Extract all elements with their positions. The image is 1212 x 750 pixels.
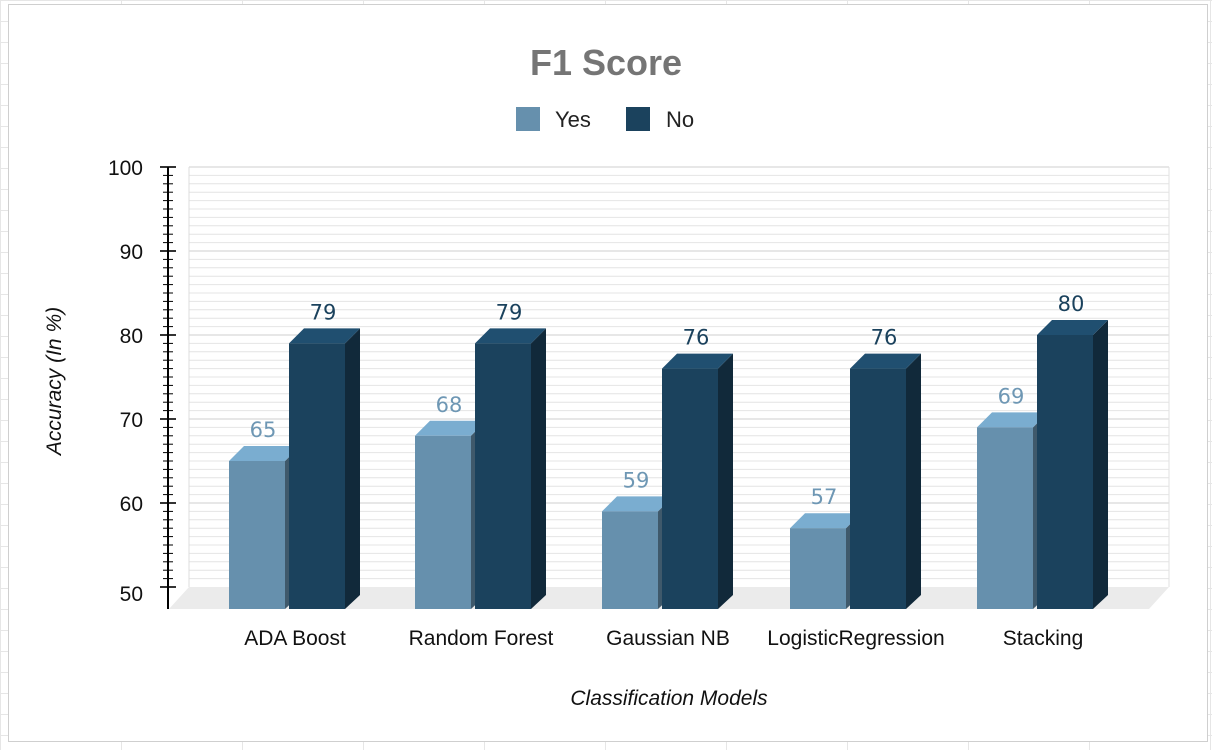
x-axis-title: Classification Models	[570, 687, 768, 710]
bar-no-stacking-side	[1093, 320, 1108, 609]
bar-yes-stacking-top	[977, 412, 1048, 428]
x-tick-label: ADA Boost	[244, 627, 346, 650]
legend-swatch-no	[626, 107, 650, 131]
bar-no-ada-boost-front	[289, 343, 345, 609]
bar-no-random-forest-front	[475, 343, 531, 609]
bar-yes-random-forest-top	[415, 420, 486, 436]
y-tick-label: 90	[120, 241, 143, 264]
y-tick-label: 100	[108, 157, 143, 180]
bar-no-logisticregression-side	[906, 353, 921, 609]
data-label-no-gaussian-nb: 76	[683, 326, 710, 350]
bar-no-random-forest	[475, 328, 546, 609]
legend-swatch-yes	[516, 107, 540, 131]
data-label-no-random-forest: 79	[496, 300, 523, 324]
y-tick-label: 50	[120, 583, 143, 606]
bar-no-ada-boost-top	[289, 328, 360, 344]
bar-yes-gaussian-nb-top	[602, 496, 673, 512]
bar-yes-ada-boost-front	[229, 461, 285, 609]
bar-yes-random-forest-front	[415, 435, 471, 609]
legend: Yes No	[516, 107, 694, 132]
data-label-no-logisticregression: 76	[871, 326, 898, 350]
x-tick-label: Gaussian NB	[606, 627, 730, 650]
bars	[229, 320, 1108, 609]
data-label-yes-logisticregression: 57	[811, 485, 838, 509]
legend-label-yes: Yes	[555, 107, 591, 132]
bar-no-ada-boost	[289, 328, 360, 609]
bar-no-gaussian-nb-top	[662, 353, 733, 369]
bar-yes-logisticregression-top	[790, 513, 861, 529]
bar-yes-logisticregression-front	[790, 528, 846, 609]
data-label-yes-ada-boost: 65	[250, 418, 277, 442]
bar-no-random-forest-top	[475, 328, 546, 344]
bar-no-logisticregression-front	[850, 368, 906, 609]
data-label-yes-stacking: 69	[998, 384, 1025, 408]
f1-score-chart: 50 60 70 80 90 100 65 79 68 79 59 76 57 76 69 80 ADA B…	[43, 42, 1170, 710]
bar-yes-ada-boost-top	[229, 446, 300, 461]
y-tick-label: 60	[120, 493, 143, 516]
bar-yes-gaussian-nb-front	[602, 511, 658, 609]
bar-no-stacking-top	[1037, 320, 1108, 335]
bar-no-gaussian-nb	[662, 353, 733, 609]
y-tick-label: 80	[120, 325, 143, 348]
y-axis-title: Accuracy (In %)	[43, 307, 66, 457]
bar-no-stacking-front	[1037, 335, 1093, 609]
x-tick-label: LogisticRegression	[767, 627, 944, 650]
data-label-no-ada-boost: 79	[310, 300, 337, 324]
bar-no-gaussian-nb-front	[662, 368, 718, 609]
x-tick-label: Stacking	[1003, 627, 1084, 650]
data-label-no-stacking: 80	[1058, 292, 1085, 316]
chart-title: F1 Score	[530, 42, 682, 83]
bar-no-random-forest-side	[531, 328, 546, 609]
bar-yes-logisticregression	[790, 513, 861, 609]
bar-no-gaussian-nb-side	[718, 353, 733, 609]
legend-label-no: No	[666, 107, 694, 132]
bar-no-logisticregression	[850, 353, 921, 609]
y-tick-label: 70	[120, 409, 143, 432]
data-labels: 65 79 68 79 59 76 57 76 69 80	[250, 292, 1085, 509]
bar-no-logisticregression-top	[850, 353, 921, 369]
data-label-yes-gaussian-nb: 59	[623, 468, 650, 492]
bar-yes-stacking-front	[977, 427, 1033, 609]
x-tick-label: Random Forest	[409, 627, 554, 650]
bar-no-stacking	[1037, 320, 1108, 609]
y-axis: 50 60 70 80 90 100	[108, 157, 176, 609]
bar-no-ada-boost-side	[345, 328, 360, 609]
data-label-yes-random-forest: 68	[436, 393, 463, 417]
chart-frame[interactable]: 50 60 70 80 90 100 65 79 68 79 59 76 57 76 69 80 ADA B…	[8, 4, 1208, 742]
x-axis: ADA Boost Random Forest Gaussian NB Logisti…	[244, 627, 1083, 650]
